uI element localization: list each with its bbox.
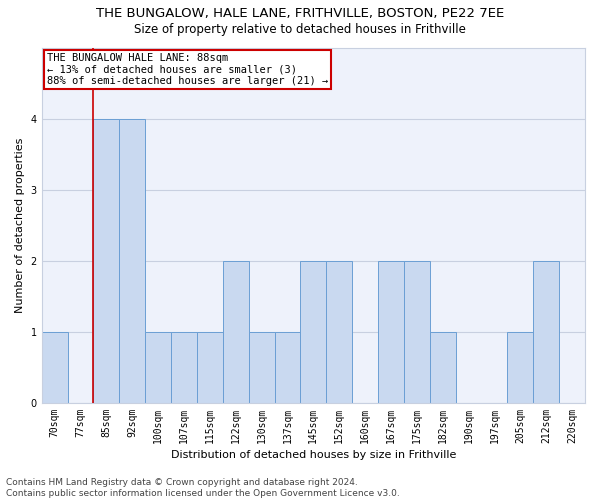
Bar: [248, 332, 275, 403]
Bar: [508, 332, 533, 403]
Bar: [119, 118, 145, 403]
Bar: [533, 261, 559, 403]
Bar: [430, 332, 455, 403]
Bar: [223, 261, 248, 403]
Bar: [41, 332, 68, 403]
Bar: [275, 332, 301, 403]
Bar: [197, 332, 223, 403]
Y-axis label: Number of detached properties: Number of detached properties: [15, 138, 25, 313]
Text: Contains HM Land Registry data © Crown copyright and database right 2024.
Contai: Contains HM Land Registry data © Crown c…: [6, 478, 400, 498]
Text: THE BUNGALOW HALE LANE: 88sqm
← 13% of detached houses are smaller (3)
88% of se: THE BUNGALOW HALE LANE: 88sqm ← 13% of d…: [47, 53, 328, 86]
X-axis label: Distribution of detached houses by size in Frithville: Distribution of detached houses by size …: [170, 450, 456, 460]
Bar: [378, 261, 404, 403]
Bar: [326, 261, 352, 403]
Bar: [404, 261, 430, 403]
Bar: [145, 332, 171, 403]
Text: Size of property relative to detached houses in Frithville: Size of property relative to detached ho…: [134, 22, 466, 36]
Bar: [94, 118, 119, 403]
Bar: [301, 261, 326, 403]
Bar: [171, 332, 197, 403]
Text: THE BUNGALOW, HALE LANE, FRITHVILLE, BOSTON, PE22 7EE: THE BUNGALOW, HALE LANE, FRITHVILLE, BOS…: [96, 8, 504, 20]
